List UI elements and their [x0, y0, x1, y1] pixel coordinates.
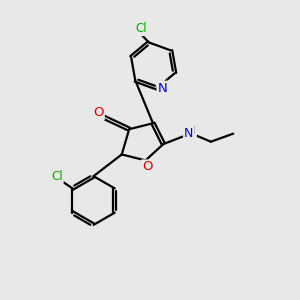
Text: Cl: Cl [51, 170, 63, 183]
Text: Cl: Cl [136, 22, 147, 35]
Text: O: O [142, 160, 152, 173]
Text: H: H [188, 126, 196, 136]
Text: N: N [158, 82, 167, 94]
Text: O: O [93, 106, 104, 119]
Text: N: N [184, 127, 193, 140]
